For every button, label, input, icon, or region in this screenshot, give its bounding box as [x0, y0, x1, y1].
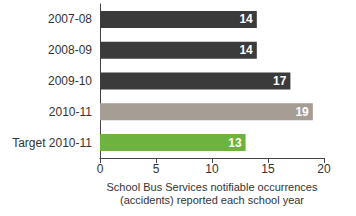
svg-text:0: 0 — [97, 162, 104, 176]
svg-text:20: 20 — [317, 162, 331, 176]
svg-text:10: 10 — [205, 162, 219, 176]
svg-text:5: 5 — [153, 162, 160, 176]
svg-text:15: 15 — [261, 162, 275, 176]
svg-text:(accidents) reported each scho: (accidents) reported each school year — [120, 194, 304, 206]
svg-text:2007-08: 2007-08 — [48, 12, 92, 26]
svg-text:Target 2010-11: Target 2010-11 — [12, 136, 92, 150]
svg-text:2010-11: 2010-11 — [49, 105, 92, 119]
svg-text:19: 19 — [295, 105, 309, 119]
svg-text:14: 14 — [239, 43, 253, 57]
svg-text:School Bus Services notifiable: School Bus Services notifiable occurrenc… — [107, 181, 318, 193]
svg-text:13: 13 — [228, 136, 242, 150]
svg-text:17: 17 — [273, 74, 287, 88]
svg-text:2009-10: 2009-10 — [48, 74, 92, 88]
svg-text:2008-09: 2008-09 — [48, 43, 92, 57]
svg-text:14: 14 — [239, 12, 253, 26]
